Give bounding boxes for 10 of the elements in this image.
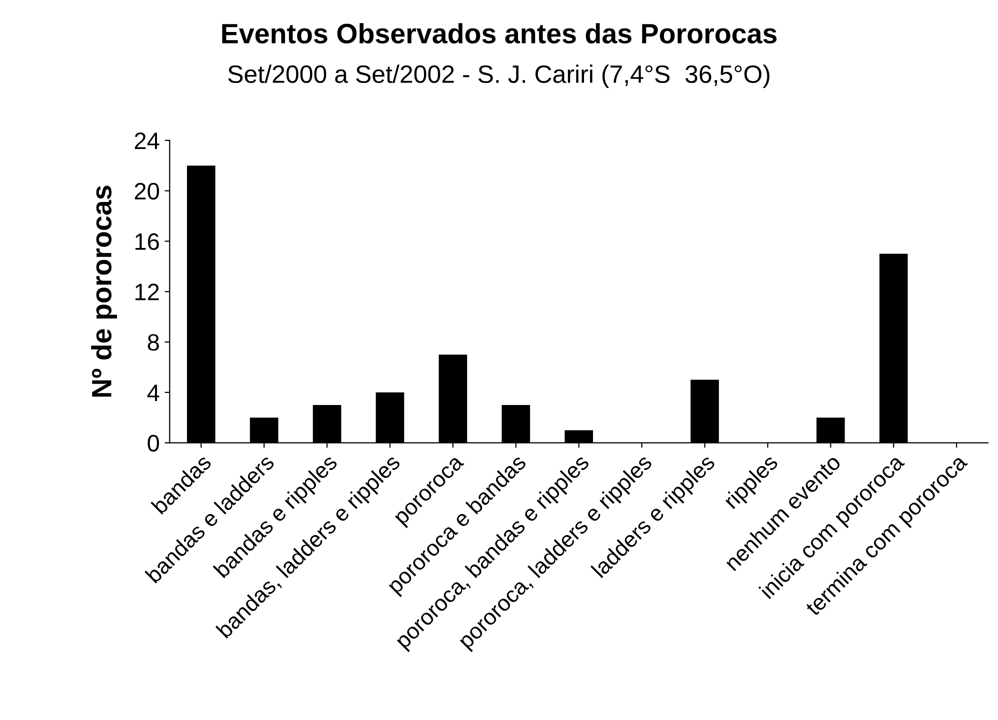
chart-subtitle: Set/2000 a Set/2002 - S. J. Cariri (7,4°S 36,5°O) (228, 64, 770, 88)
y-tick-label: 12 (135, 284, 159, 300)
y-tick-label: 4 (147, 384, 160, 401)
y-tick-label: 24 (134, 132, 160, 149)
chart-title: Eventos Observados antes das Pororocas (222, 23, 777, 44)
y-tick-label: 20 (134, 182, 160, 200)
y-tick-label: 16 (135, 233, 159, 250)
y-axis-title: Nº de pororocas (91, 186, 118, 397)
y-tick-label: 8 (148, 334, 159, 351)
y-tick-label: 0 (148, 434, 160, 452)
